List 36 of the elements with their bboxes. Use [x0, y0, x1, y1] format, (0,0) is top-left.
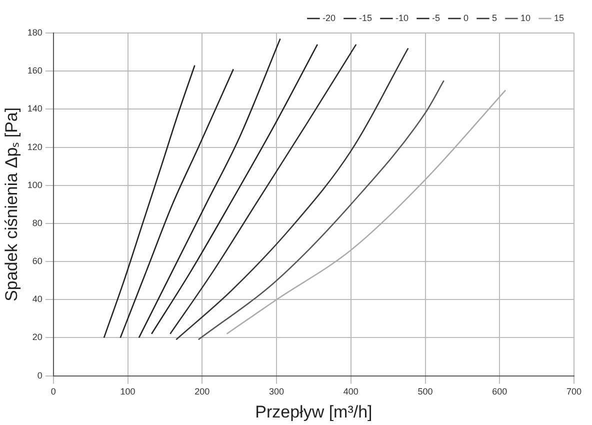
- y-tick-label: 80: [32, 218, 42, 228]
- legend-label: 15: [554, 12, 564, 23]
- y-tick-label: 40: [32, 294, 42, 304]
- line-series: [198, 80, 445, 340]
- line-series: [138, 38, 281, 338]
- x-tick-label: 600: [492, 386, 508, 397]
- y-tick-label: 20: [32, 332, 42, 342]
- legend-label: -20: [322, 12, 336, 23]
- legend-label: -15: [358, 12, 372, 23]
- legend-label: -5: [432, 12, 440, 23]
- x-tick-label: 500: [418, 386, 433, 397]
- x-tick-label: 200: [194, 386, 210, 397]
- line-series: [226, 89, 506, 335]
- y-tick-label: 160: [27, 66, 42, 76]
- line-series: [175, 48, 409, 340]
- legend-label: 0: [463, 12, 468, 23]
- y-tick-label: 120: [27, 142, 42, 152]
- y-tick-label: 140: [27, 104, 42, 114]
- line-series: [170, 44, 357, 335]
- x-tick-label: 700: [566, 386, 582, 397]
- x-axis-title: Przepływ [m³/h]: [255, 402, 372, 422]
- x-tick-label: 400: [343, 386, 358, 397]
- y-tick-label: 60: [32, 256, 42, 266]
- x-tick-label: 100: [120, 386, 136, 397]
- x-tick-label: 0: [50, 386, 56, 397]
- line-series: [103, 64, 196, 338]
- line-series: [150, 44, 318, 335]
- legend-label: 10: [520, 12, 530, 23]
- legend-label: 5: [492, 12, 497, 23]
- x-tick-label: 300: [269, 386, 284, 397]
- y-tick-label: 100: [27, 180, 42, 190]
- y-tick-label: 0: [37, 370, 42, 380]
- y-axis-title: Spadek ciśnienia Δpₛ [Pa]: [2, 107, 21, 302]
- legend-label: -10: [395, 12, 408, 23]
- y-tick-label: 180: [27, 27, 42, 38]
- line-series: [120, 68, 234, 338]
